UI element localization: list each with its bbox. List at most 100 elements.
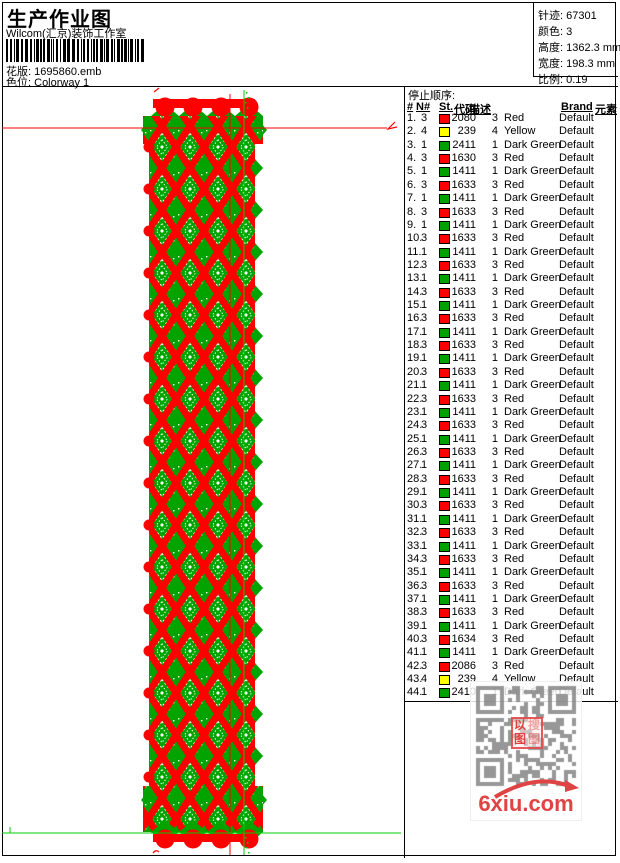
row-description: Red	[504, 499, 525, 512]
stop-table-body: 1. 3 2080 3 Red Default 2. 4 239 4 Yello…	[405, 112, 618, 700]
row-stitches: 1633	[451, 579, 476, 592]
row-brand: Default	[559, 592, 594, 605]
row-seq: 33.	[407, 539, 423, 552]
row-code: 3	[491, 178, 498, 191]
row-needle: 1	[421, 405, 428, 418]
row-needle: 1	[421, 379, 428, 392]
table-row: 20. 3 1633 3 Red Default	[405, 366, 618, 379]
row-stitches: 1411	[452, 512, 476, 525]
row-stitches: 1411	[452, 619, 476, 632]
row-seq: 37.	[407, 592, 423, 605]
thread-color-swatch	[439, 528, 450, 539]
row-seq: 24.	[407, 419, 423, 432]
row-needle: 1	[421, 566, 428, 579]
row-seq: 18.	[407, 339, 423, 352]
row-needle: 3	[421, 339, 428, 352]
row-code: 3	[491, 419, 498, 432]
row-needle: 3	[421, 499, 428, 512]
row-code: 3	[491, 365, 498, 378]
thread-color-swatch	[439, 234, 450, 245]
row-needle: 1	[421, 459, 428, 472]
row-needle: 3	[421, 472, 428, 485]
table-row: 12. 3 1633 3 Red Default	[405, 259, 618, 272]
row-description: Dark Green	[504, 619, 561, 632]
row-stitches: 1633	[451, 499, 476, 512]
table-row: 40. 3 1634 3 Red Default	[405, 633, 618, 646]
row-stitches: 1411	[452, 539, 476, 552]
row-seq: 36.	[407, 579, 423, 592]
row-seq: 27.	[407, 459, 423, 472]
row-stitches: 1411	[452, 299, 476, 312]
row-code: 4	[491, 673, 498, 686]
table-row: 22. 3 1633 3 Red Default	[405, 393, 618, 406]
stamp-char: 以	[513, 718, 526, 732]
row-description: Red	[504, 339, 525, 352]
barcode	[6, 39, 146, 62]
row-needle: 1	[421, 272, 428, 285]
row-description: Red	[504, 579, 525, 592]
row-needle: 3	[421, 633, 428, 646]
row-needle: 3	[421, 285, 428, 298]
row-needle: 1	[421, 218, 428, 231]
thread-color-swatch	[439, 621, 450, 632]
thread-color-swatch	[439, 661, 450, 672]
row-seq: 22.	[407, 392, 423, 405]
page-border	[2, 2, 616, 856]
embroidery-design-canvas	[2, 87, 401, 855]
row-brand: Default	[559, 552, 594, 565]
row-seq: 42.	[407, 659, 423, 672]
thread-color-swatch	[439, 594, 450, 605]
thread-color-swatch	[439, 648, 450, 659]
row-seq: 39.	[407, 619, 423, 632]
row-description: Dark Green	[504, 299, 561, 312]
table-row: 39. 1 1411 1 Dark Green Default	[405, 620, 618, 633]
row-needle: 3	[421, 232, 428, 245]
row-code: 1	[491, 352, 498, 365]
row-code: 3	[491, 472, 498, 485]
row-description: Red	[504, 392, 525, 405]
site-logo: 6xiu.com	[478, 791, 574, 816]
row-brand: Default	[559, 178, 594, 191]
colors-info: 颜色: 3	[538, 26, 573, 38]
row-needle: 4	[421, 125, 428, 138]
table-row: 35. 1 1411 1 Dark Green Default	[405, 566, 618, 579]
row-code: 1	[491, 245, 498, 258]
row-needle: 1	[421, 539, 428, 552]
row-needle: 1	[421, 245, 428, 258]
thread-color-swatch	[439, 474, 450, 485]
row-brand: Default	[559, 419, 594, 432]
row-needle: 1	[421, 686, 428, 699]
header-divider	[2, 86, 618, 87]
row-stitches: 1411	[452, 379, 476, 392]
design-file-label: 花版:	[6, 66, 32, 78]
height-info: 高度: 1362.3 mm	[538, 42, 620, 54]
row-stitches: 1411	[452, 352, 476, 365]
row-needle: 3	[421, 445, 428, 458]
row-brand: Default	[559, 312, 594, 325]
row-code: 3	[491, 552, 498, 565]
row-seq: 41.	[407, 646, 423, 659]
row-code: 1	[491, 218, 498, 231]
row-stitches: 1411	[452, 272, 476, 285]
row-brand: Default	[559, 138, 594, 151]
table-row: 26. 3 1633 3 Red Default	[405, 446, 618, 459]
row-description: Red	[504, 659, 525, 672]
row-needle: 3	[421, 152, 428, 165]
row-brand: Default	[559, 619, 594, 632]
row-seq: 26.	[407, 445, 423, 458]
row-description: Red	[504, 258, 525, 271]
row-needle: 4	[421, 673, 428, 686]
width-info: 宽度: 198.3 mm	[538, 58, 616, 70]
row-stitches: 1633	[451, 232, 476, 245]
col-header-description: 描述	[469, 104, 491, 116]
row-needle: 3	[421, 419, 428, 432]
row-brand: Default	[559, 566, 594, 579]
thread-color-swatch	[439, 327, 450, 338]
row-code: 4	[491, 125, 498, 138]
row-description: Red	[504, 152, 525, 165]
table-row: 32. 3 1633 3 Red Default	[405, 526, 618, 539]
row-seq: 28.	[407, 472, 423, 485]
thread-color-swatch	[439, 434, 450, 445]
row-seq: 7.	[407, 192, 417, 205]
table-row: 11. 1 1411 1 Dark Green Default	[405, 246, 618, 259]
